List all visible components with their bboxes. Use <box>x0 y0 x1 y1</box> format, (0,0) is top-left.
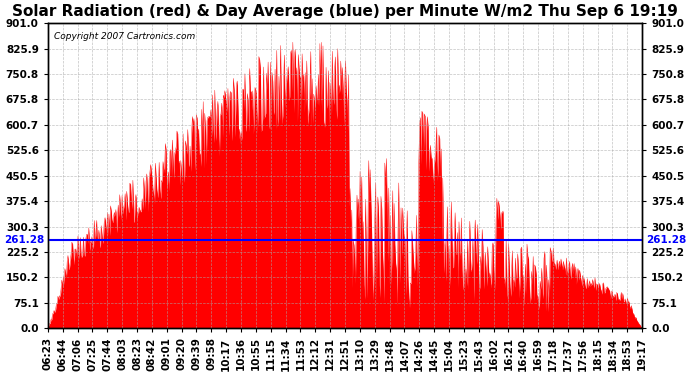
Text: 261.28: 261.28 <box>646 235 687 245</box>
Text: 261.28: 261.28 <box>3 235 44 245</box>
Text: Copyright 2007 Cartronics.com: Copyright 2007 Cartronics.com <box>54 32 195 41</box>
Title: Solar Radiation (red) & Day Average (blue) per Minute W/m2 Thu Sep 6 19:19: Solar Radiation (red) & Day Average (blu… <box>12 4 678 19</box>
